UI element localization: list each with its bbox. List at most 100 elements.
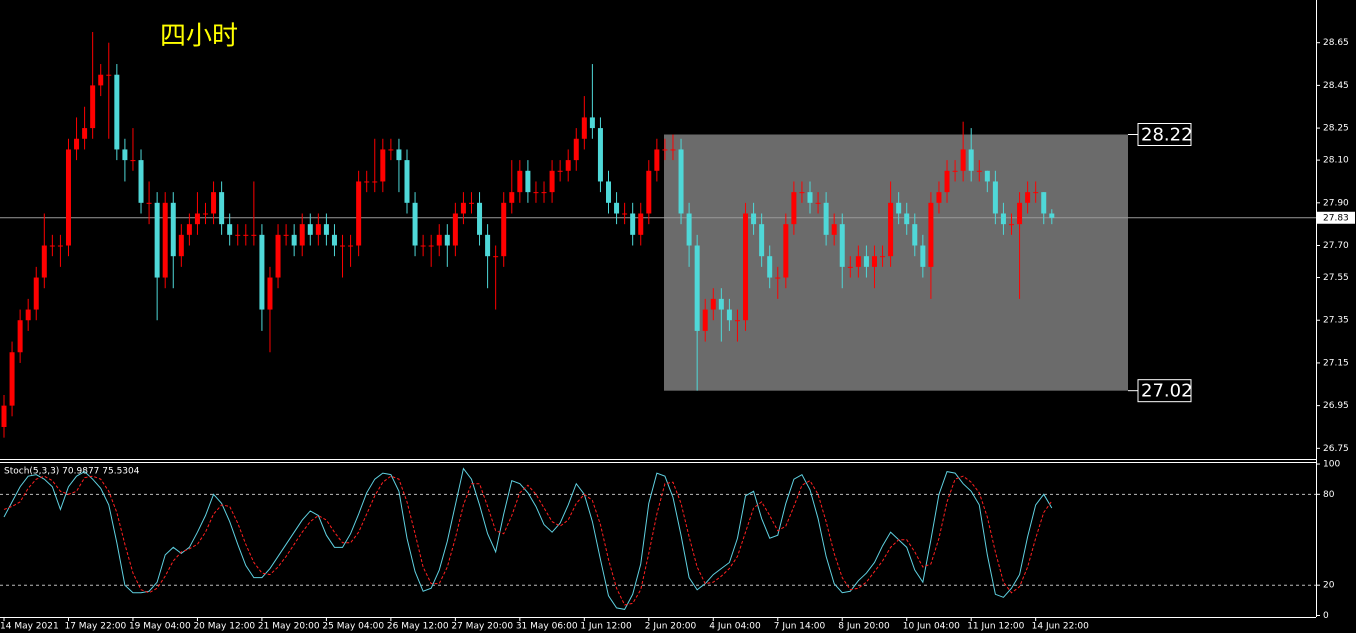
y-tick-label: 27.90 xyxy=(1323,198,1349,208)
candle-body xyxy=(767,256,773,278)
candle-body xyxy=(1009,224,1014,226)
candle-body xyxy=(444,234,450,246)
y-tick-label: 28.25 xyxy=(1323,124,1349,134)
candle-body xyxy=(743,213,749,321)
candle-body xyxy=(751,213,757,225)
candle-body xyxy=(871,256,877,267)
candle-body xyxy=(597,128,603,182)
x-tick-label: 17 May 22:00 xyxy=(64,622,126,632)
candle-body xyxy=(565,160,571,171)
candle-body xyxy=(9,352,15,406)
candle-body xyxy=(718,298,724,310)
candle-body xyxy=(1033,192,1039,194)
candle-body xyxy=(477,202,483,235)
candle-body xyxy=(541,192,547,194)
candle-body xyxy=(162,202,168,278)
candle-body xyxy=(896,202,902,214)
candle-body xyxy=(460,202,466,214)
candle-body xyxy=(57,245,63,247)
candle-body xyxy=(388,149,394,151)
y-tick-label: 27.15 xyxy=(1323,358,1349,368)
candle-body xyxy=(1049,213,1055,218)
candle-body xyxy=(323,224,329,235)
x-tick-label: 26 May 12:00 xyxy=(387,622,449,632)
x-tick-label: 14 Jun 22:00 xyxy=(1032,622,1089,632)
candle-body xyxy=(807,192,813,203)
y-tick-label: 28.45 xyxy=(1323,81,1349,91)
candle-body xyxy=(364,181,370,183)
candle-body xyxy=(170,202,176,257)
candle-body xyxy=(1041,192,1047,214)
candle-body xyxy=(759,224,765,257)
candle-body xyxy=(267,277,273,310)
candle-body xyxy=(904,213,910,225)
indicator-line xyxy=(3,467,1053,610)
candle-body xyxy=(847,266,853,268)
candle-body xyxy=(331,234,337,246)
candle-body xyxy=(992,181,998,214)
candle-body xyxy=(501,202,507,257)
candle-body xyxy=(493,256,499,258)
candle-body xyxy=(275,234,281,278)
candle-body xyxy=(90,85,96,129)
candle-body xyxy=(49,245,55,247)
candle-body xyxy=(702,309,708,331)
y-tick-label: 28.10 xyxy=(1323,156,1349,166)
current-price-tag xyxy=(1317,211,1355,224)
candle-body xyxy=(130,160,136,162)
candle-body xyxy=(662,149,668,151)
candle-body xyxy=(839,224,845,267)
y-tick-label: 28.65 xyxy=(1323,38,1349,48)
box-label-frame xyxy=(1137,379,1192,403)
candle-body xyxy=(952,170,958,172)
y-tick-label: 26.75 xyxy=(1323,444,1349,454)
candle-body xyxy=(283,234,289,236)
x-tick-label: 20 May 12:00 xyxy=(193,622,255,632)
candle-body xyxy=(17,320,23,353)
candle-body xyxy=(509,192,515,203)
candle-body xyxy=(420,245,426,247)
candle-body xyxy=(348,245,354,247)
candle-body xyxy=(815,202,821,204)
candle-body xyxy=(65,149,71,246)
candle-body xyxy=(726,309,732,321)
candle-body xyxy=(146,202,152,204)
candle-body xyxy=(468,202,474,204)
current-price-label: 27.83 xyxy=(1323,213,1349,223)
candle-body xyxy=(928,202,934,267)
candle-body xyxy=(194,213,200,225)
candle-body xyxy=(710,298,716,310)
candle-body xyxy=(976,170,982,172)
candle-body xyxy=(791,192,797,225)
candle-body xyxy=(638,213,644,235)
x-tick-label: 25 May 04:00 xyxy=(322,622,384,632)
candle-body xyxy=(549,170,555,193)
candle-body xyxy=(41,245,47,278)
candle-body xyxy=(428,245,434,247)
candle-body xyxy=(356,181,362,246)
range-box xyxy=(664,134,1128,391)
box-top-label: 28.22 xyxy=(1141,124,1193,145)
candle-body xyxy=(114,74,120,150)
candle-body xyxy=(219,192,225,225)
candle-body xyxy=(831,224,837,235)
x-tick-label: 2 Jun 20:00 xyxy=(645,622,697,632)
y-tick-label: 27.35 xyxy=(1323,316,1349,326)
x-tick-label: 7 Jun 14:00 xyxy=(774,622,826,632)
candle-body xyxy=(734,320,740,322)
candle-body xyxy=(880,256,886,258)
x-tick-label: 27 May 20:00 xyxy=(451,622,513,632)
candle-body xyxy=(589,117,595,129)
candle-body xyxy=(203,213,208,215)
candle-body xyxy=(98,74,104,86)
candle-body xyxy=(799,192,805,194)
indicator-label: Stoch(5,3,3) 70.9877 75.5304 xyxy=(4,467,140,477)
candle-body xyxy=(654,149,660,171)
candle-body xyxy=(533,192,539,194)
y-tick-label: 26.95 xyxy=(1323,401,1349,411)
candle-body xyxy=(525,170,531,193)
candle-body xyxy=(968,149,974,171)
y-tick-label: 27.70 xyxy=(1323,241,1349,251)
candle-body xyxy=(74,138,80,150)
